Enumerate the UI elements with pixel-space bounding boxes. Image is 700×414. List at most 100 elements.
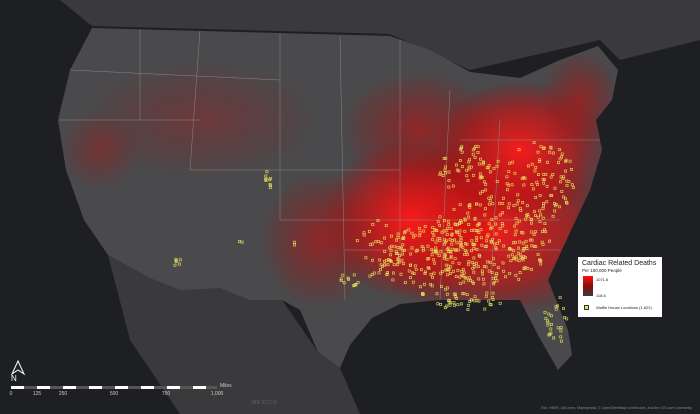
waffle-house-point xyxy=(454,248,458,252)
waffle-house-point xyxy=(534,245,538,248)
waffle-house-point xyxy=(486,260,489,264)
waffle-house-point xyxy=(537,173,540,176)
waffle-house-point xyxy=(422,246,425,250)
waffle-house-point xyxy=(378,258,382,262)
waffle-house-point xyxy=(510,253,514,257)
waffle-house-point xyxy=(550,323,553,326)
waffle-house-point xyxy=(477,162,481,166)
waffle-house-point xyxy=(467,204,471,208)
waffle-house-point xyxy=(429,272,433,276)
waffle-house-point xyxy=(443,306,447,310)
waffle-house-point xyxy=(468,300,472,303)
waffle-house-point xyxy=(485,239,488,243)
waffle-house-point xyxy=(466,278,470,282)
waffle-house-point xyxy=(450,232,454,236)
waffle-house-point xyxy=(473,299,477,303)
waffle-house-point xyxy=(520,177,524,180)
waffle-house-point xyxy=(383,263,387,267)
waffle-house-point xyxy=(379,268,382,271)
waffle-house-point xyxy=(384,224,388,227)
waffle-house-point xyxy=(546,321,550,325)
waffle-house-point xyxy=(478,203,482,207)
waffle-house-point xyxy=(483,307,487,311)
legend: Cardiac Related Deaths Per 100,000 Peopl… xyxy=(578,257,662,317)
waffle-house-point xyxy=(542,181,545,185)
waffle-house-point xyxy=(412,235,416,239)
waffle-house-point xyxy=(465,242,469,246)
waffle-house-point xyxy=(407,228,411,232)
waffle-house-point xyxy=(565,317,569,321)
waffle-house-point xyxy=(264,174,268,178)
waffle-house-point xyxy=(517,148,521,152)
waffle-house-point xyxy=(448,303,452,307)
waffle-house-point xyxy=(484,182,488,186)
waffle-house-point xyxy=(475,202,478,206)
waffle-house-point xyxy=(403,281,407,284)
waffle-house-point xyxy=(446,219,450,223)
waffle-house-point xyxy=(530,238,534,242)
waffle-house-point xyxy=(479,236,483,240)
waffle-house-point xyxy=(389,253,392,257)
waffle-house-point xyxy=(423,282,426,286)
waffle-house-point xyxy=(468,158,471,162)
waffle-house-point xyxy=(455,163,458,167)
waffle-house-point xyxy=(481,272,484,276)
scale-tick: 250 xyxy=(58,391,68,397)
waffle-house-point xyxy=(546,319,550,323)
waffle-house-point xyxy=(560,152,564,156)
waffle-house-point xyxy=(516,193,520,197)
waffle-house-point xyxy=(421,293,425,296)
waffle-house-point xyxy=(505,182,509,186)
waffle-house-point xyxy=(530,162,534,166)
waffle-house-point xyxy=(477,299,481,303)
waffle-house-point xyxy=(507,202,511,206)
waffle-house-point xyxy=(372,271,376,275)
canada xyxy=(0,0,700,70)
waffle-house-point xyxy=(523,247,527,251)
waffle-house-point xyxy=(568,159,572,163)
waffle-house-point xyxy=(479,157,482,161)
waffle-house-point xyxy=(481,190,485,193)
waffle-house-point xyxy=(535,180,539,184)
waffle-house-point xyxy=(471,267,475,270)
waffle-house-point xyxy=(446,246,450,250)
waffle-house-point xyxy=(534,214,537,218)
waffle-house-point xyxy=(417,226,421,230)
waffle-house-point xyxy=(457,169,461,173)
waffle-house-point xyxy=(456,268,460,272)
waffle-house-point xyxy=(515,202,519,206)
waffle-house-point xyxy=(466,211,470,215)
waffle-house-point xyxy=(490,225,494,229)
waffle-house-point xyxy=(442,157,446,160)
waffle-house-point xyxy=(531,187,535,191)
waffle-house-point xyxy=(449,256,453,260)
waffle-house-point xyxy=(460,269,464,273)
waffle-house-point xyxy=(449,254,453,258)
waffle-house-point xyxy=(268,178,272,182)
waffle-house-point xyxy=(538,209,542,213)
waffle-house-point xyxy=(475,247,479,251)
waffle-house-point xyxy=(439,171,443,175)
waffle-house-point xyxy=(543,222,547,225)
waffle-house-point xyxy=(533,169,537,173)
waffle-house-point xyxy=(392,263,396,267)
waffle-house-point xyxy=(524,217,528,221)
waffle-house-point xyxy=(437,254,441,257)
waffle-house-point xyxy=(409,263,412,267)
waffle-house-point xyxy=(450,242,454,246)
waffle-house-point xyxy=(445,258,449,261)
waffle-house-point xyxy=(510,183,514,187)
waffle-house-point xyxy=(507,170,511,174)
waffle-house-point xyxy=(502,244,506,248)
waffle-house-point xyxy=(552,336,556,340)
waffle-house-point xyxy=(458,240,462,244)
country-label: MEXICO xyxy=(252,400,278,406)
north-label: N xyxy=(11,374,17,383)
waffle-house-point xyxy=(174,257,178,261)
waffle-house-point xyxy=(444,268,448,272)
waffle-house-point xyxy=(562,175,566,179)
waffle-house-point xyxy=(549,314,553,318)
waffle-house-point xyxy=(560,339,563,343)
waffle-house-point xyxy=(476,265,480,269)
